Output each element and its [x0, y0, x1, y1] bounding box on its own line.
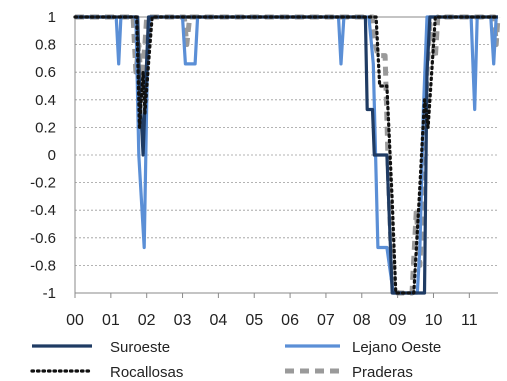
x-tick-label: 11 [461, 312, 478, 329]
y-tick-label: -0.8 [30, 257, 56, 274]
legend-label: Suroeste [110, 339, 170, 356]
legend-label: Rocallosas [110, 364, 183, 381]
y-tick-label: 0 [48, 147, 56, 164]
legend-label: Lejano Oeste [352, 339, 441, 356]
series-line-rocallosas [73, 15, 500, 295]
y-tick-label: -0.2 [30, 175, 56, 192]
x-tick-label: 10 [425, 312, 443, 329]
x-tick-labels: 00 01 02 03 04 05 06 07 08 09 10 11 [66, 312, 478, 329]
y-tick-label: -0.4 [30, 202, 56, 219]
x-tick-label: 00 [66, 312, 84, 329]
x-tick-label: 09 [389, 312, 407, 329]
x-tick-label: 07 [317, 312, 335, 329]
y-tick-label: 1 [48, 9, 56, 26]
series-line-suroeste [75, 15, 498, 295]
x-tick-label: 01 [102, 312, 120, 329]
x-tick-label: 05 [245, 312, 263, 329]
series-lines [73, 14, 501, 296]
y-tick-label: 0.6 [35, 64, 56, 81]
y-tick-label: 0.2 [35, 119, 56, 136]
y-tick-label: -1 [43, 285, 56, 302]
x-tick-label: 03 [174, 312, 192, 329]
x-tick-label: 04 [209, 312, 227, 329]
x-tick-label: 08 [353, 312, 371, 329]
y-tick-label: 0.8 [35, 37, 56, 54]
x-tick-label: 06 [281, 312, 299, 329]
y-tick-labels: 1 0.8 0.6 0.4 0.2 0 -0.2 -0.4 -0.6 -0.8 -1 [30, 9, 56, 302]
y-tick-label: -0.6 [30, 230, 56, 247]
legend-label: Praderas [352, 364, 413, 381]
y-tick-label: 0.4 [35, 92, 56, 109]
x-tick-label: 02 [138, 312, 156, 329]
legend: Suroeste Lejano Oeste Rocallosas Praderas [30, 339, 441, 381]
